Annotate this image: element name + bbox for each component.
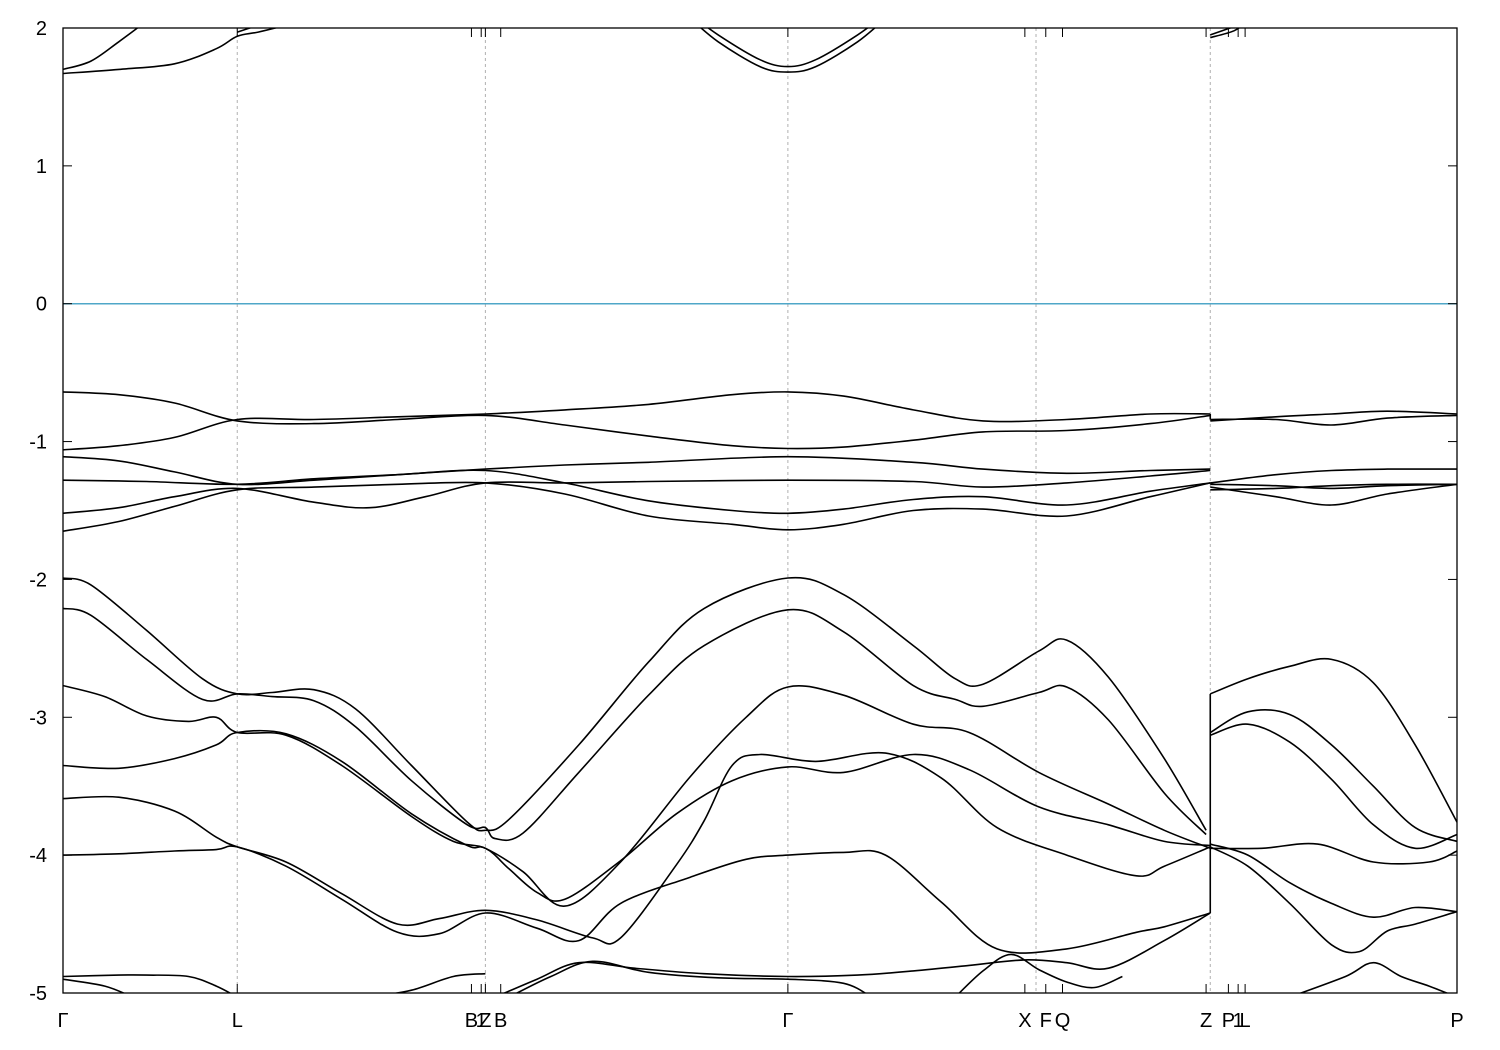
x-tick-label: X bbox=[1018, 1010, 1031, 1032]
y-tick-label: 2 bbox=[36, 18, 47, 40]
y-tick-label: -2 bbox=[29, 569, 47, 591]
band-line-17 bbox=[1210, 483, 1457, 506]
y-tick-label: -1 bbox=[29, 432, 47, 454]
band-line-37 bbox=[1298, 961, 1449, 993]
band-line-16 bbox=[1210, 483, 1457, 490]
band-line-11 bbox=[63, 455, 1211, 486]
x-tick-label: P bbox=[1450, 1010, 1463, 1032]
x-tick-label: L bbox=[1240, 1010, 1251, 1032]
y-tick-label: -5 bbox=[29, 983, 47, 1005]
plot-frame bbox=[62, 27, 1458, 994]
x-tick-label: L bbox=[232, 1010, 243, 1032]
band-line-32 bbox=[1209, 709, 1457, 843]
band-line-1 bbox=[63, 28, 279, 75]
y-tick-label: -4 bbox=[29, 845, 47, 867]
band-line-22 bbox=[63, 685, 1211, 907]
x-tick-label: Z bbox=[1200, 1010, 1212, 1032]
band-line-35 bbox=[1209, 846, 1457, 954]
band-line-26 bbox=[63, 978, 126, 993]
x-tick-label: 1 bbox=[1233, 1010, 1244, 1032]
x-axis-ticks: Γ L B1Z B Γ X F Q Z P1L P bbox=[57, 28, 1464, 1032]
band-line-9 bbox=[1210, 414, 1457, 426]
band-line-4 bbox=[699, 28, 876, 73]
y-axis-ticks: -5 -4 -3 -2 -1 0 1 2 bbox=[29, 18, 1457, 1005]
band-line-0 bbox=[63, 28, 139, 71]
band-line-6 bbox=[1210, 28, 1233, 36]
x-tick-label: Γ bbox=[57, 1010, 68, 1032]
band-line-29 bbox=[515, 960, 867, 993]
band-line-25 bbox=[63, 974, 232, 993]
x-tick-label: Z bbox=[479, 1010, 491, 1032]
x-tick-label: F bbox=[1040, 1010, 1052, 1032]
x-tick-label: 1 bbox=[476, 1010, 487, 1032]
band-line-19 bbox=[63, 576, 1207, 832]
band-line-10 bbox=[1210, 410, 1457, 422]
band-line-20 bbox=[63, 607, 1207, 842]
band-line-8 bbox=[63, 391, 1211, 451]
band-line-33 bbox=[1210, 723, 1457, 850]
y-tick-label: 0 bbox=[36, 294, 47, 316]
band-line-34 bbox=[1210, 843, 1457, 919]
band-line-36 bbox=[1210, 842, 1457, 865]
band-line-5 bbox=[1210, 28, 1241, 39]
band-line-2 bbox=[237, 28, 253, 33]
band-line-15 bbox=[1210, 468, 1457, 484]
band-line-21 bbox=[63, 684, 1211, 902]
band-line-14 bbox=[63, 481, 1211, 532]
band-line-31 bbox=[1209, 657, 1457, 823]
band-line-12 bbox=[63, 469, 1211, 515]
x-tick-label: Q bbox=[1055, 1010, 1071, 1032]
x-tick-label: P bbox=[1222, 1010, 1235, 1032]
x-tick-label: B bbox=[465, 1010, 478, 1032]
band-line-3 bbox=[706, 28, 869, 68]
band-line-13 bbox=[63, 469, 1211, 515]
band-line-30 bbox=[958, 953, 1123, 993]
band-line-24 bbox=[63, 845, 1211, 954]
y-tick-label: 1 bbox=[36, 156, 47, 178]
bands bbox=[63, 28, 1457, 993]
x-tick-label: Γ bbox=[782, 1010, 793, 1032]
plot-border bbox=[62, 27, 1458, 994]
band-line-27 bbox=[392, 972, 486, 993]
band-line-18 bbox=[1210, 483, 1457, 491]
y-tick-label: -3 bbox=[29, 707, 47, 729]
x-tick-label: B bbox=[494, 1010, 507, 1032]
